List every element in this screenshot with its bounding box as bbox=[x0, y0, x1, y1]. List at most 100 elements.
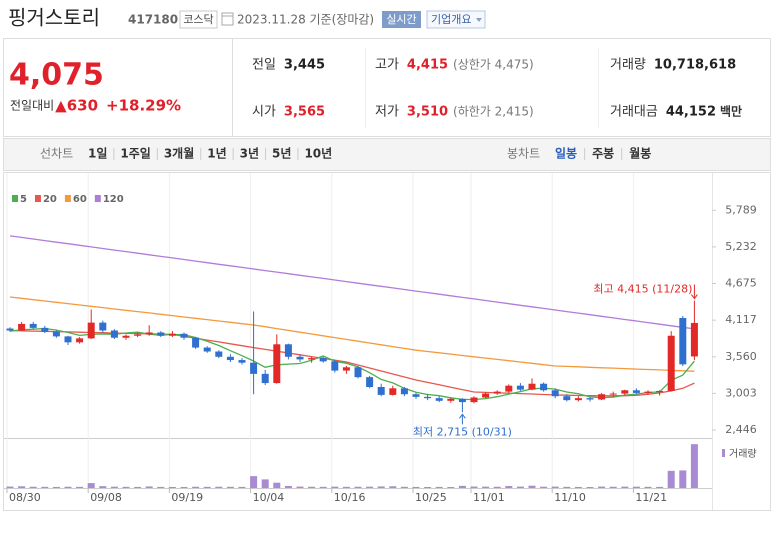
volume-bar bbox=[41, 486, 49, 488]
annotation-arrowhead bbox=[691, 294, 698, 300]
volume-bar bbox=[134, 486, 142, 488]
candle-period-button[interactable]: 주봉 bbox=[592, 147, 614, 161]
candle-body bbox=[110, 330, 118, 338]
candle-body bbox=[493, 391, 501, 394]
chart: 5,789 5,232 4,675 4,117 3,560 3,003 2,446 08/30… bbox=[6, 173, 757, 504]
legend-swatch bbox=[94, 195, 101, 202]
candle-body bbox=[238, 360, 246, 363]
field-value: 3,565 bbox=[284, 105, 325, 120]
quote-box bbox=[3, 38, 771, 137]
candle-body bbox=[145, 332, 153, 335]
company-button[interactable] bbox=[426, 10, 486, 29]
chart-frame bbox=[3, 172, 771, 511]
candle-body bbox=[319, 358, 327, 362]
x-tick-label: 09/08 bbox=[90, 491, 122, 504]
period-button[interactable]: 1주일 bbox=[120, 147, 150, 161]
volume-bar bbox=[122, 486, 130, 488]
candle-body bbox=[656, 390, 664, 392]
legend-label: 120 bbox=[103, 194, 124, 205]
realtime-badge[interactable] bbox=[382, 11, 421, 28]
change-label: 전일대비 bbox=[10, 99, 54, 113]
volume-bar bbox=[609, 486, 617, 488]
volume-bar bbox=[76, 486, 84, 488]
candle-body bbox=[192, 337, 200, 348]
volume-bar bbox=[528, 485, 536, 488]
volume-bar bbox=[563, 486, 571, 488]
field-extra: (하한가 2,415) bbox=[453, 105, 534, 119]
period-button[interactable]: 5년 bbox=[272, 147, 291, 161]
field-value: 44,152 bbox=[666, 105, 716, 120]
field-value: 3,445 bbox=[284, 58, 325, 73]
volume-bar bbox=[29, 486, 37, 488]
volume-bar bbox=[366, 486, 374, 488]
candle-body bbox=[435, 398, 443, 401]
y-tick-label: 3,003 bbox=[725, 386, 757, 399]
y-tick-label: 4,117 bbox=[725, 313, 757, 326]
candle-body bbox=[505, 385, 513, 392]
candle-chart-label: 봉차트 bbox=[507, 147, 540, 161]
volume-bar bbox=[203, 486, 211, 488]
volume-bar bbox=[598, 486, 606, 488]
base-date: 2023.11.28 기준(장마감) bbox=[237, 13, 374, 27]
candle-body bbox=[250, 362, 258, 374]
candle-period-button[interactable]: 일봉 bbox=[555, 147, 577, 161]
candle-period-button[interactable]: 월봉 bbox=[629, 146, 651, 161]
candle-body bbox=[157, 332, 165, 336]
candle-body bbox=[134, 334, 142, 336]
candle-body bbox=[563, 396, 571, 401]
candle-body bbox=[528, 383, 536, 390]
realtime-label[interactable]: 실시간 bbox=[386, 13, 416, 26]
period-button[interactable]: 3개월 bbox=[164, 146, 194, 161]
legend-label: 60 bbox=[73, 194, 87, 205]
volume-bar bbox=[679, 470, 687, 488]
volume-bar bbox=[656, 486, 664, 488]
candle-body bbox=[18, 323, 26, 331]
candle-body bbox=[690, 322, 698, 357]
annotation-arrowhead bbox=[459, 413, 466, 419]
candle-body bbox=[644, 391, 652, 393]
volume-bar bbox=[226, 486, 234, 488]
candle-body bbox=[273, 344, 281, 384]
field-label: 시가 bbox=[252, 105, 276, 120]
field-value: 10,718,618 bbox=[654, 58, 736, 73]
volume-bar bbox=[273, 482, 281, 488]
change-rate: +18.29% bbox=[106, 97, 181, 115]
candle-body bbox=[667, 335, 675, 391]
volume-bar bbox=[505, 486, 513, 488]
period-button[interactable]: 10년 bbox=[304, 147, 332, 161]
period-button[interactable]: 1일 bbox=[88, 147, 107, 161]
volume-bar bbox=[458, 485, 466, 488]
company-label[interactable]: 기업개요 bbox=[431, 13, 471, 26]
candle-body bbox=[609, 393, 617, 395]
y-tick-label: 3,560 bbox=[725, 350, 757, 363]
candle-body bbox=[308, 358, 316, 360]
candle-body bbox=[76, 338, 84, 343]
field-value: 3,510 bbox=[407, 105, 448, 120]
annotation-label: 최고 4,415 (11/28) bbox=[593, 283, 692, 296]
field-label: 거래량 bbox=[610, 58, 646, 73]
period-button[interactable]: 3년 bbox=[240, 147, 259, 161]
volume-bar bbox=[412, 486, 420, 488]
legend-label: 5 bbox=[20, 194, 27, 205]
volume-legend-label: 거래량 bbox=[729, 448, 757, 460]
volume-bar bbox=[331, 486, 339, 488]
legend-label: 20 bbox=[43, 194, 57, 205]
field-label: 전일 bbox=[252, 58, 276, 73]
volume-bar bbox=[435, 486, 443, 488]
y-tick-label: 5,232 bbox=[725, 240, 757, 253]
market-label: 코스닥 bbox=[183, 13, 213, 26]
moving-average-line bbox=[9, 235, 695, 330]
x-tick-label: 08/30 bbox=[9, 491, 41, 504]
field-label: 거래대금 bbox=[610, 105, 658, 120]
candle-body bbox=[447, 398, 455, 401]
volume-bar bbox=[632, 486, 640, 488]
candle-body bbox=[621, 390, 629, 394]
annotation-label: 최저 2,715 (10/31) bbox=[413, 425, 512, 438]
candle-body bbox=[168, 333, 176, 336]
field-label: 고가 bbox=[375, 58, 399, 73]
volume-bar bbox=[250, 476, 258, 488]
volume-bar bbox=[168, 486, 176, 488]
period-button[interactable]: 1년 bbox=[207, 147, 226, 161]
volume-bar bbox=[586, 487, 594, 488]
x-tick-label: 11/10 bbox=[554, 491, 586, 504]
